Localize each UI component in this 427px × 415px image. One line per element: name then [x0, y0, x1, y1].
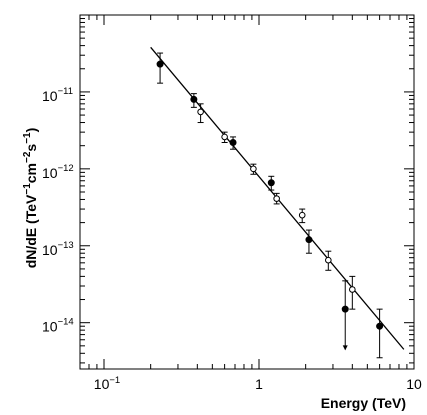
data-points: [156, 52, 384, 359]
y-tick-base: 10: [42, 88, 58, 104]
filled-point: [190, 95, 198, 103]
filled-point: [156, 60, 164, 68]
open-point: [349, 286, 356, 293]
filled-point: [376, 322, 384, 330]
y-tick-label: 10−14: [42, 317, 74, 335]
x-tick-label: 10: [406, 376, 422, 392]
y-tick-base: 10: [42, 242, 58, 258]
x-tick-label: 1: [255, 376, 263, 392]
x-tick-base: 10: [406, 376, 422, 392]
x-minor-ticks: [79, 15, 415, 369]
y-label-sup-2: −1: [22, 132, 33, 144]
filled-point: [305, 236, 313, 244]
y-tick-label: 10−13: [42, 240, 74, 258]
open-point: [250, 165, 257, 173]
y-tick-exponent: −12: [58, 163, 74, 174]
y-label-part-0: dN/dE (TeV: [23, 194, 39, 268]
arrow-head: [342, 345, 348, 351]
open-point: [325, 256, 332, 264]
open-point: [197, 108, 204, 116]
y-label-part-1: cm: [23, 163, 39, 183]
y-label-sup-0: −1: [22, 183, 33, 195]
y-tick-base: 10: [42, 319, 58, 335]
plot-frame: [79, 14, 415, 370]
x-tick-label: 10−1: [94, 375, 120, 392]
y-tick-label: 10−11: [42, 86, 73, 104]
y-tick-exponent: −11: [58, 86, 73, 97]
y-label-sup-1: −2: [22, 151, 33, 163]
x-axis-label: Energy (TeV): [321, 395, 406, 411]
open-point: [273, 195, 280, 202]
x-tick-base: 10: [94, 376, 110, 392]
y-tick-label: 10−12: [42, 163, 74, 181]
filled-point: [267, 179, 275, 187]
open-point: [298, 211, 306, 219]
y-axis-label: dN/dE (TeV−1cm−2s−1): [22, 128, 39, 269]
filled-point: [341, 305, 349, 313]
x-tick-exponent: −1: [109, 375, 120, 386]
y-tick-base: 10: [42, 165, 58, 181]
y-label-part-2: s: [23, 144, 39, 152]
y-label-part-3: ): [23, 128, 39, 133]
y-tick-exponent: −13: [58, 240, 74, 251]
y-tick-exponent: −14: [58, 317, 74, 328]
filled-point: [229, 139, 237, 147]
open-point: [221, 133, 228, 141]
x-tick-base: 1: [255, 376, 263, 392]
x-tick-labels: 10−1 1 10: [94, 375, 422, 392]
y-minor-ticks: [80, 14, 414, 364]
